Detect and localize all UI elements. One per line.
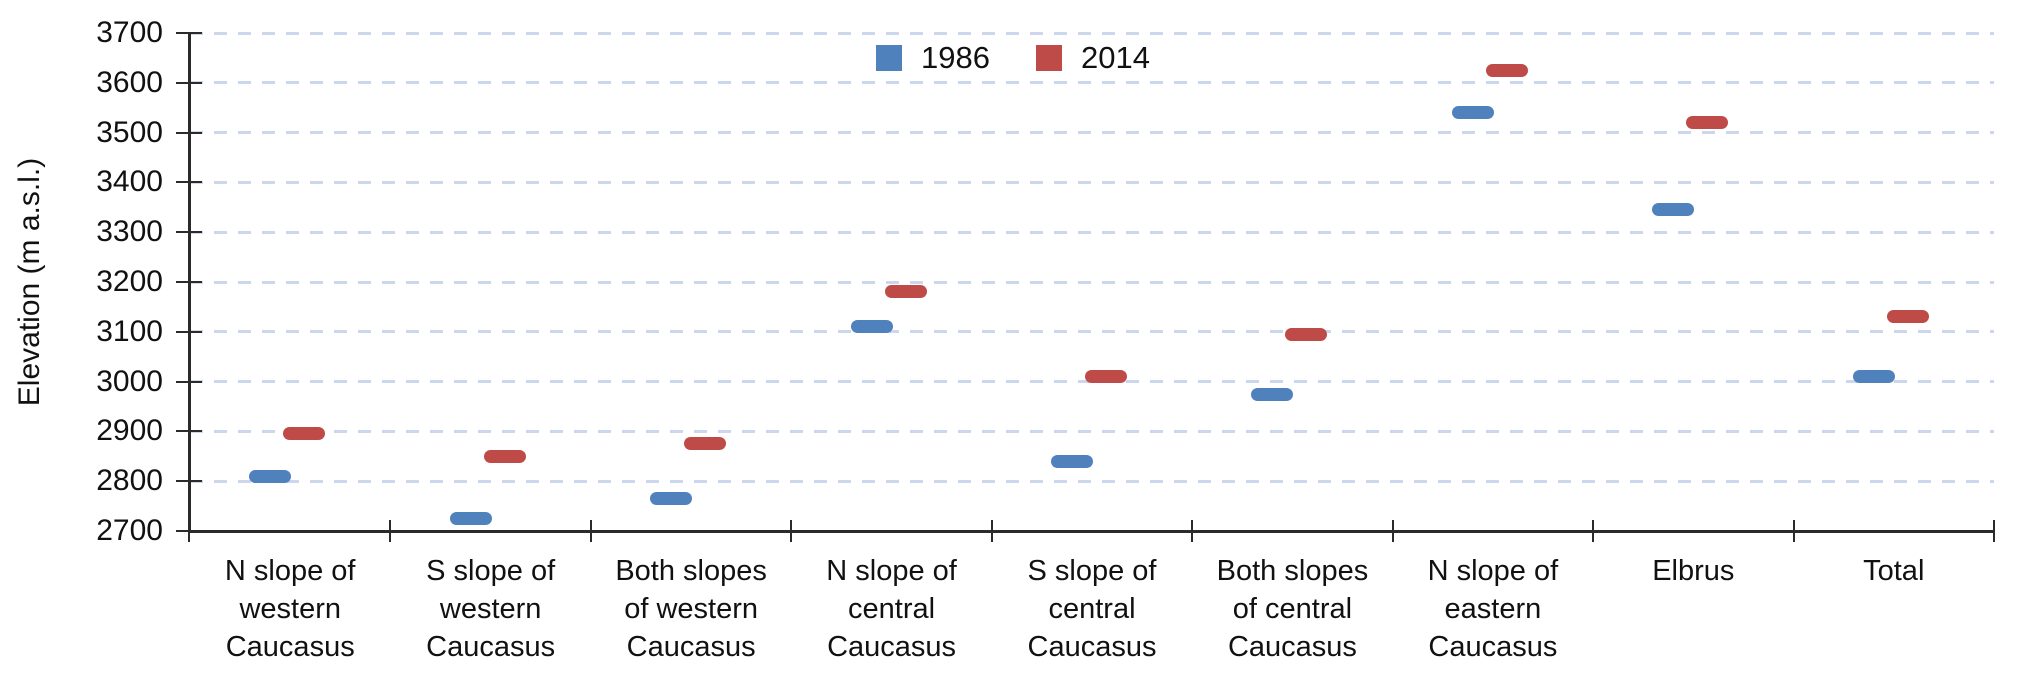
point-1986-0: [249, 469, 292, 483]
point-1986-3: [850, 320, 893, 334]
y-tick-label-2700: 2700: [96, 514, 163, 547]
y-tick-label-3600: 3600: [96, 65, 163, 99]
point-2014-2: [684, 437, 727, 451]
gridline-3600: [190, 81, 1994, 85]
category-label-2: Both slopes of western Caucasus: [615, 555, 767, 663]
point-2014-5: [1285, 327, 1328, 341]
legend-swatch-2014: [1035, 44, 1062, 71]
legend-label-2014: 2014: [1080, 40, 1150, 75]
legend-label-1986: 1986: [921, 40, 990, 75]
x-tick-1: [389, 520, 392, 542]
point-1986-7: [1652, 203, 1695, 217]
y-tick-label-3200: 3200: [96, 265, 163, 298]
category-label-5: Both slopes of central Caucasus: [1216, 555, 1369, 663]
category-label-7: Elbrus: [1652, 555, 1735, 587]
x-tick-2: [589, 520, 592, 542]
gridline-2900: [190, 429, 1994, 433]
point-2014-3: [884, 285, 927, 299]
point-1986-8: [1852, 370, 1895, 384]
category-label-4: S slope of central Caucasus: [1027, 555, 1157, 663]
x-tick-4: [990, 520, 993, 542]
y-tick-3700: [176, 32, 202, 34]
x-tick-5: [1191, 520, 1194, 542]
gridline-3400: [190, 180, 1994, 184]
y-tick-label-3100: 3100: [96, 314, 163, 348]
point-2014-4: [1085, 370, 1127, 384]
y-tick-label-3000: 3000: [96, 364, 163, 398]
point-2014-7: [1686, 116, 1729, 130]
legend-swatch-1986: [876, 44, 902, 71]
y-tick-3500: [176, 131, 202, 134]
x-axis: [188, 530, 1994, 533]
gridline-3100: [190, 330, 1994, 334]
y-tick-3100: [176, 330, 202, 333]
point-2014-0: [283, 427, 326, 441]
y-tick-2800: [176, 480, 202, 483]
y-tick-label-3700: 3700: [96, 16, 163, 49]
x-tick-9: [1993, 520, 1995, 542]
point-1986-5: [1251, 387, 1294, 401]
y-tick-2900: [176, 430, 202, 433]
point-1986-2: [650, 492, 693, 506]
gridline-2800: [190, 479, 1994, 483]
y-tick-label-3500: 3500: [96, 115, 163, 149]
category-label-0: N slope of western Caucasus: [224, 555, 356, 663]
y-tick-3000: [176, 380, 202, 383]
y-tick-label-3400: 3400: [96, 165, 163, 199]
y-tick-label-3300: 3300: [96, 215, 163, 249]
gridline-3200: [190, 280, 1994, 284]
category-label-6: N slope of eastern Caucasus: [1427, 555, 1559, 663]
legend: 1986 2014: [876, 42, 1150, 73]
x-tick-8: [1792, 520, 1795, 542]
x-tick-0: [188, 520, 190, 542]
gridline-3700: [190, 31, 1994, 35]
y-tick-3400: [176, 181, 202, 184]
y-tick-label-2800: 2800: [96, 464, 163, 498]
category-label-8: Total: [1863, 555, 1925, 587]
point-1986-1: [449, 512, 492, 526]
point-1986-4: [1051, 454, 1093, 468]
y-tick-3600: [176, 81, 202, 84]
point-2014-6: [1485, 63, 1528, 77]
x-tick-7: [1592, 520, 1595, 542]
category-label-3: N slope of central Caucasus: [826, 555, 957, 663]
gridline-3500: [190, 131, 1994, 135]
x-tick-3: [790, 520, 793, 542]
y-tick-label-2900: 2900: [96, 414, 163, 448]
gridline-3300: [190, 230, 1994, 234]
x-tick-6: [1391, 520, 1394, 542]
point-2014-1: [483, 449, 526, 463]
category-label-1: S slope of western Caucasus: [426, 555, 556, 663]
point-2014-8: [1886, 310, 1929, 324]
y-tick-3300: [176, 231, 202, 234]
y-tick-3200: [176, 281, 202, 283]
point-1986-6: [1451, 106, 1494, 120]
